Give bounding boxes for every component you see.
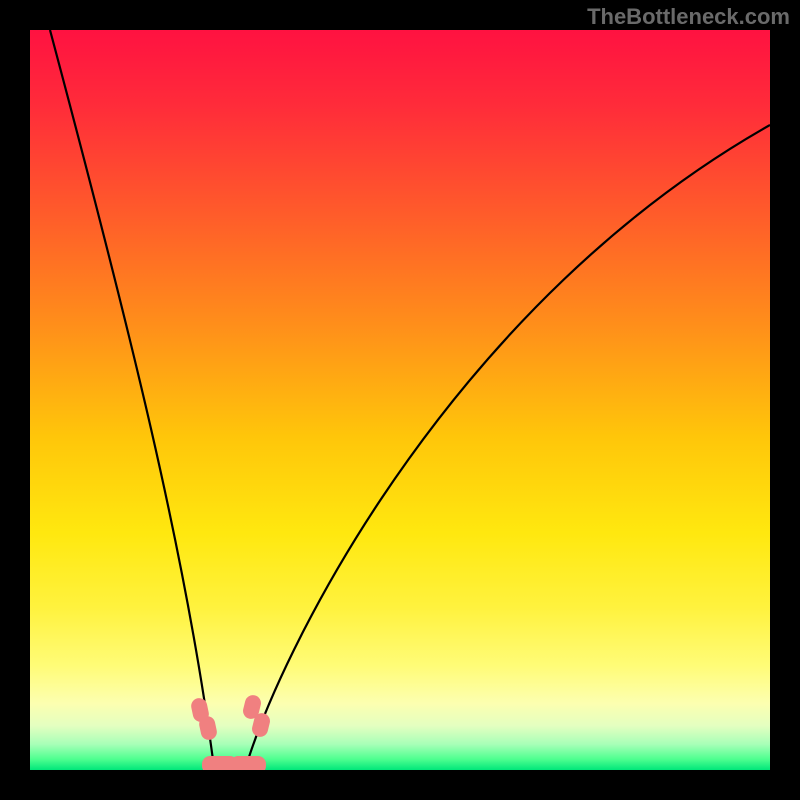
- plot-area: [30, 30, 770, 770]
- watermark-text: TheBottleneck.com: [587, 4, 790, 30]
- bottleneck-curve: [30, 30, 770, 770]
- marker-5: [230, 756, 266, 770]
